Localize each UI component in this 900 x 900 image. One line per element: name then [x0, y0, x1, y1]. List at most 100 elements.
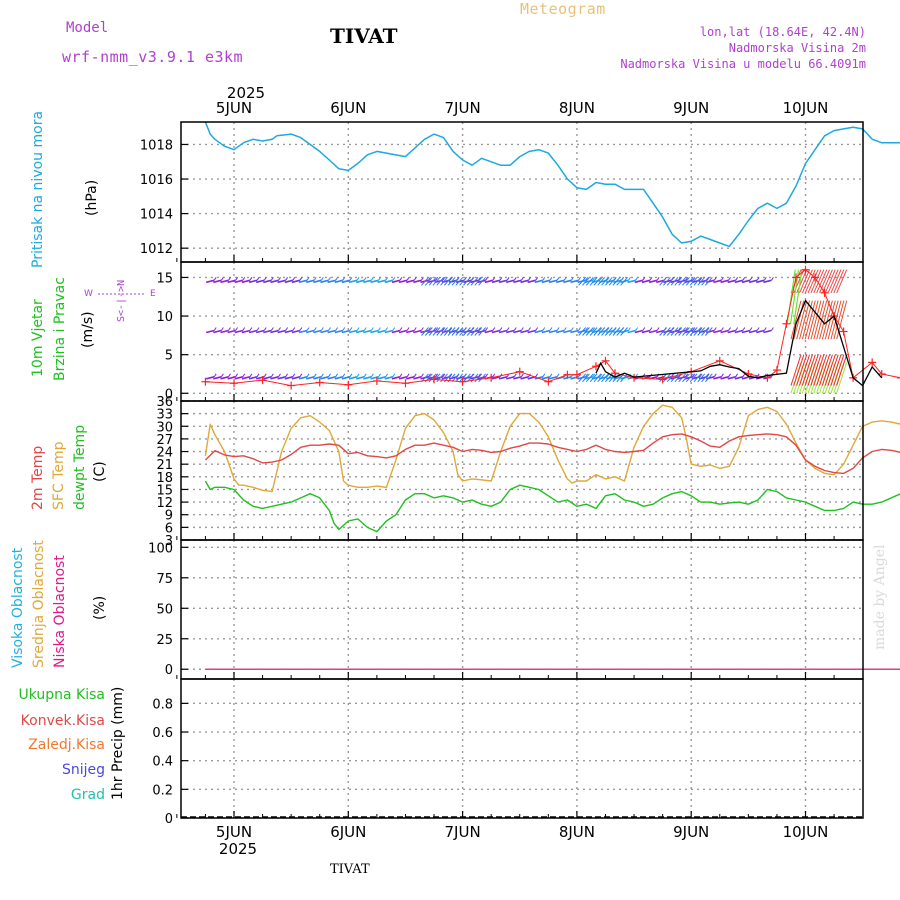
wind-barb-flag	[228, 277, 231, 281]
wind-hatch	[582, 327, 590, 336]
wind-barb-flag	[570, 277, 574, 281]
wind-hatch	[436, 276, 445, 286]
storm-hatch	[789, 269, 800, 324]
wind-hatch	[685, 373, 694, 383]
wind-hatch	[463, 373, 471, 383]
wind-barb-flag	[649, 327, 653, 331]
wind-barb-flag	[528, 327, 531, 331]
wind-barb-flag	[549, 327, 553, 331]
wind-barb	[348, 329, 358, 334]
wind-hatch	[589, 276, 598, 286]
wind-barb	[398, 329, 408, 334]
wind-barb-flag	[306, 327, 310, 331]
t2m-temp-line	[204, 433, 900, 475]
wind-barb-flag	[299, 327, 303, 331]
storm-hatch	[796, 300, 808, 340]
storm-hatch	[816, 354, 828, 386]
wind-barb	[234, 329, 243, 334]
top-day-label: 7JUN	[445, 99, 481, 117]
model-label: Model	[66, 20, 109, 36]
wind-barb-flag	[299, 373, 303, 378]
wind-hatch	[612, 276, 621, 286]
wind-barb	[384, 376, 393, 380]
cloud-high-label: Visoka Oblacnost	[10, 547, 26, 668]
wind-barb-flag	[320, 373, 324, 378]
wind-hatch	[428, 373, 437, 383]
wind-hatch	[443, 327, 452, 336]
wind-barb	[270, 376, 279, 380]
storm-hatch	[790, 354, 802, 386]
wind-hatch	[455, 327, 464, 336]
wind-barb-flag	[770, 277, 774, 281]
wind-barb	[641, 329, 651, 334]
storm-hatch	[830, 269, 842, 294]
wind-barb	[634, 279, 644, 284]
wind-barb-flag	[535, 277, 539, 281]
wind-barb-flag	[378, 373, 381, 378]
y-tick-label: 0.4	[152, 755, 173, 770]
top-day-label: 6JUN	[330, 99, 366, 117]
wind-barb-flag	[592, 327, 596, 331]
wind-barb	[556, 329, 565, 334]
wind-barb	[498, 376, 508, 380]
wind-hatch	[589, 327, 598, 336]
wind-barb	[377, 329, 386, 334]
wind-barb	[763, 279, 772, 284]
wind-hatch	[678, 373, 687, 383]
storm-hatch	[821, 354, 833, 386]
top-day-label: 9JUN	[673, 99, 709, 117]
wind-barb-flag	[492, 277, 496, 281]
wind-barb-flag	[763, 327, 767, 331]
y-tick-label: 0	[165, 663, 173, 678]
wind-barb-flag	[578, 277, 581, 281]
wind-barb-flag	[213, 373, 217, 378]
storm-hatch	[819, 269, 831, 294]
wind-hatch	[593, 327, 602, 336]
wind-barb-flag	[706, 327, 710, 331]
wind-hatch	[585, 276, 594, 286]
wind-barb-flag	[513, 327, 517, 331]
wind-hatch	[689, 327, 698, 336]
wind-hatch	[674, 327, 683, 336]
wind-barb	[656, 279, 665, 284]
wind-barb	[634, 329, 644, 334]
storm-hatch	[790, 300, 802, 340]
wind-barb	[648, 279, 658, 284]
wind-barb	[713, 376, 722, 380]
wind-hatch	[608, 327, 617, 336]
wind-barb	[356, 376, 365, 380]
wind-hatch	[424, 276, 433, 286]
y-tick-label: 30	[156, 420, 173, 435]
storm-hatch	[836, 269, 848, 294]
wind-barb	[270, 329, 279, 334]
wind-barb	[263, 329, 272, 334]
precip-legend-hail: Grad	[70, 787, 105, 803]
bottom-day-label: 5JUN	[216, 823, 252, 841]
wind-barb-flag	[642, 277, 646, 281]
wind-barb-flag	[506, 327, 510, 331]
wind-barb-flag	[770, 327, 774, 331]
wind-barb	[306, 329, 315, 334]
y-tick-label: 12	[156, 496, 173, 511]
wind-barb	[320, 329, 329, 334]
storm-hatch	[796, 354, 808, 386]
wind-barb	[748, 279, 758, 284]
top-day-label: 8JUN	[559, 99, 595, 117]
sfc-temp-line	[204, 404, 900, 493]
wind-barb	[491, 279, 501, 284]
wind-barb	[348, 279, 358, 284]
wind-hatch	[601, 276, 609, 286]
station-elevation: Nadmorska Visina 2m	[728, 41, 866, 55]
wind-barb-flag	[756, 277, 760, 281]
storm-hatch	[810, 354, 822, 386]
bottom-year-label: 2025	[219, 840, 257, 858]
wind-barb	[527, 279, 536, 284]
wind-hatch	[620, 373, 628, 383]
y-tick-label: 9	[165, 509, 173, 524]
wind-barb-flag	[363, 277, 367, 281]
wind-barb-row	[205, 327, 774, 336]
wind-barb-flag	[256, 327, 260, 331]
wind-barb	[506, 376, 515, 380]
wind-hatch	[597, 327, 606, 336]
